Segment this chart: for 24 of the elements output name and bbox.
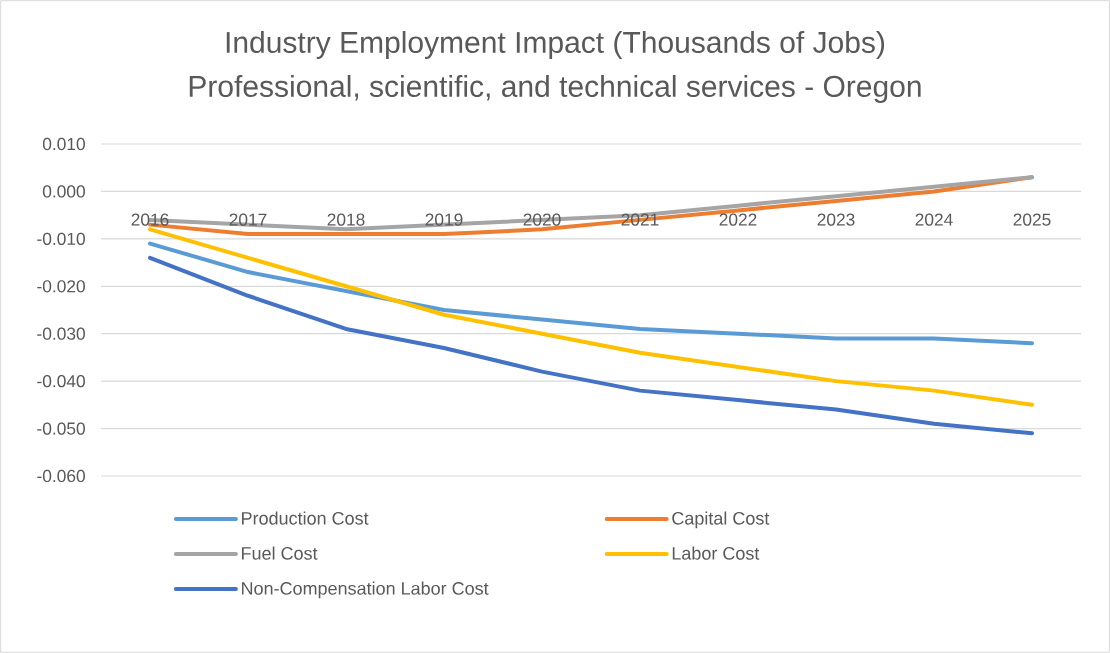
x-tick-label: 2024: [915, 213, 953, 226]
y-tick-label: -0.030: [37, 327, 85, 340]
legend-label: Non-Compensation Labor Cost: [242, 581, 489, 599]
x-tick-label: 2018: [327, 213, 365, 226]
y-tick-label: -0.060: [37, 469, 85, 483]
y-tick-label: -0.050: [37, 422, 85, 435]
chart-subtitle: Professional, scientific, and technical services - Oregon: [189, 75, 921, 103]
legend-label: Fuel Cost: [242, 546, 318, 560]
line-series: [148, 255, 1034, 436]
chart-title: Industry Employment Impact (Thousands of Jobs): [226, 31, 885, 59]
x-tick-label: 2023: [817, 213, 855, 226]
x-tick-label: 2025: [1013, 213, 1051, 226]
y-tick-label: 0.000: [42, 185, 85, 198]
x-tick-label: 2016: [131, 213, 169, 226]
x-tick-label: 2022: [719, 213, 757, 226]
y-tick-label: -0.040: [37, 374, 85, 388]
x-tick-label: 2017: [229, 213, 267, 226]
legend-label: Capital Cost: [672, 511, 770, 529]
legend-label: Labor Cost: [672, 546, 760, 560]
y-tick-label: 0.010: [42, 137, 85, 151]
legend-label: Production Cost: [242, 511, 369, 525]
x-tick-label: 2019: [425, 213, 463, 226]
y-tick-label: -0.010: [37, 232, 85, 245]
y-tick-label: -0.020: [37, 280, 85, 293]
